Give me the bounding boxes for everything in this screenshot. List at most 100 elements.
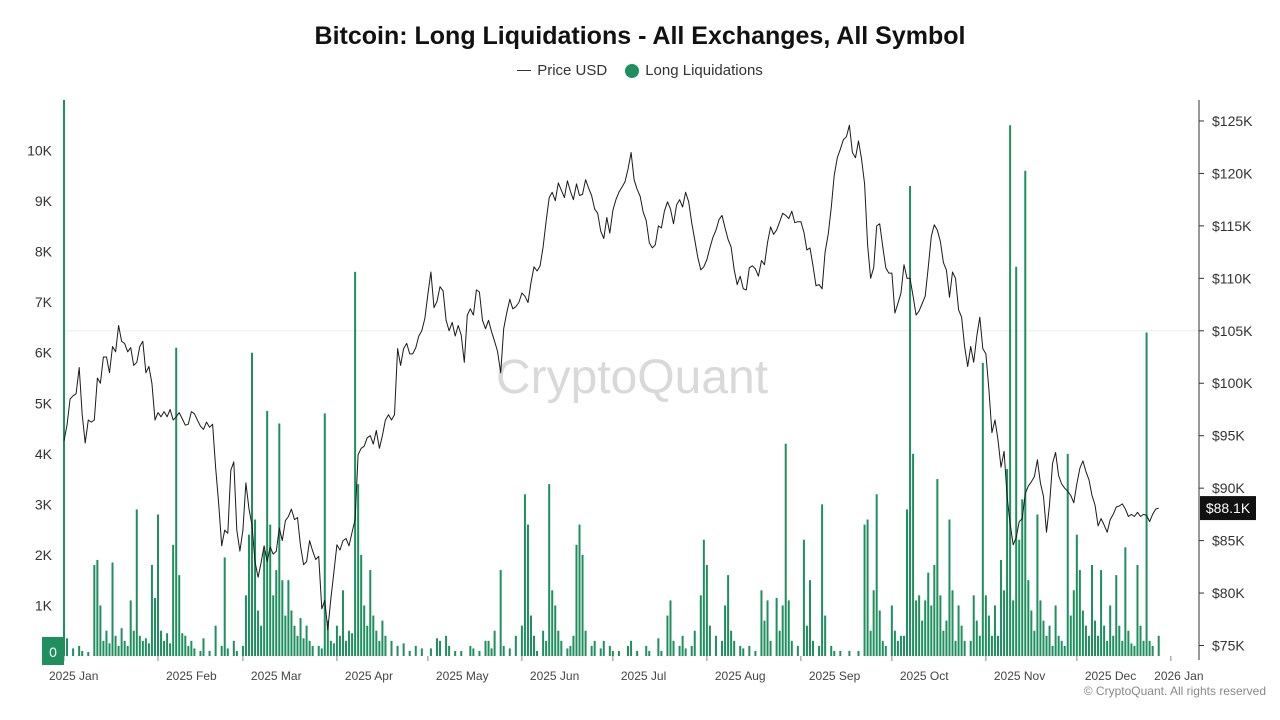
liquidation-bar[interactable] <box>169 643 172 656</box>
liquidation-bar[interactable] <box>942 630 945 656</box>
liquidation-bar[interactable] <box>1012 600 1015 656</box>
liquidation-bar[interactable] <box>332 643 335 656</box>
liquidation-bar[interactable] <box>281 580 284 656</box>
liquidation-bar[interactable] <box>351 633 354 656</box>
liquidation-bar[interactable] <box>144 638 147 656</box>
liquidation-bar[interactable] <box>978 635 981 656</box>
liquidation-bar[interactable] <box>611 650 614 656</box>
liquidation-bar[interactable] <box>326 620 329 656</box>
liquidation-bar[interactable] <box>360 554 363 656</box>
liquidation-bar[interactable] <box>257 610 260 656</box>
liquidation-bar[interactable] <box>305 625 308 656</box>
liquidation-bar[interactable] <box>945 620 948 656</box>
liquidation-bar[interactable] <box>293 625 296 656</box>
liquidation-bar[interactable] <box>545 640 548 656</box>
liquidation-bar[interactable] <box>996 635 999 656</box>
liquidation-bar[interactable] <box>1018 539 1021 656</box>
liquidation-bar[interactable] <box>284 615 287 656</box>
liquidation-bar[interactable] <box>1051 645 1054 656</box>
liquidation-bar[interactable] <box>878 610 881 656</box>
liquidation-bar[interactable] <box>193 648 196 656</box>
liquidation-bar[interactable] <box>948 519 951 656</box>
liquidation-bar[interactable] <box>702 539 705 656</box>
liquidation-bar[interactable] <box>520 625 523 656</box>
liquidation-bar[interactable] <box>308 640 311 656</box>
liquidation-bar[interactable] <box>526 524 529 656</box>
liquidation-bar[interactable] <box>1103 625 1106 656</box>
liquidation-bar[interactable] <box>645 645 648 656</box>
liquidation-bar[interactable] <box>906 509 909 656</box>
liquidation-bar[interactable] <box>1006 468 1009 656</box>
liquidation-bar[interactable] <box>1066 453 1069 656</box>
liquidation-bar[interactable] <box>323 413 326 656</box>
liquidation-bar[interactable] <box>954 640 957 656</box>
liquidation-bar[interactable] <box>1157 635 1160 656</box>
liquidation-bar[interactable] <box>1048 625 1051 656</box>
liquidation-bar[interactable] <box>666 615 669 656</box>
liquidation-bar[interactable] <box>529 615 532 656</box>
liquidation-bar[interactable] <box>912 453 915 656</box>
liquidation-bar[interactable] <box>705 565 708 656</box>
liquidation-bar[interactable] <box>672 640 675 656</box>
liquidation-bar[interactable] <box>272 595 275 656</box>
liquidation-bar[interactable] <box>153 597 156 656</box>
liquidation-bar[interactable] <box>1145 332 1148 656</box>
liquidation-bar[interactable] <box>975 620 978 656</box>
liquidation-bar[interactable] <box>863 524 866 656</box>
liquidation-bar[interactable] <box>1139 625 1142 656</box>
liquidation-bar[interactable] <box>102 640 105 656</box>
liquidation-bar[interactable] <box>669 600 672 656</box>
liquidation-bar[interactable] <box>1106 640 1109 656</box>
liquidation-bar[interactable] <box>472 648 475 656</box>
liquidation-bar[interactable] <box>1133 645 1136 656</box>
liquidation-bar[interactable] <box>448 645 451 656</box>
liquidation-bar[interactable] <box>660 650 663 656</box>
liquidation-bar[interactable] <box>78 645 81 656</box>
liquidation-bar[interactable] <box>866 519 869 656</box>
liquidation-bar[interactable] <box>187 645 190 656</box>
liquidation-bar[interactable] <box>114 635 117 656</box>
liquidation-bar[interactable] <box>487 640 490 656</box>
liquidation-bar[interactable] <box>918 595 921 656</box>
liquidation-bar[interactable] <box>484 640 487 656</box>
liquidation-bar[interactable] <box>208 650 211 656</box>
liquidation-bar[interactable] <box>93 565 96 656</box>
liquidation-bar[interactable] <box>884 645 887 656</box>
liquidation-bar[interactable] <box>1081 610 1084 656</box>
liquidation-bar[interactable] <box>763 620 766 656</box>
liquidation-bar[interactable] <box>939 595 942 656</box>
liquidation-bar[interactable] <box>1109 605 1112 656</box>
liquidation-bar[interactable] <box>445 635 448 656</box>
liquidation-bar[interactable] <box>1124 547 1127 656</box>
liquidation-bar[interactable] <box>469 645 472 656</box>
liquidation-bar[interactable] <box>930 605 933 656</box>
liquidation-bar[interactable] <box>548 484 551 656</box>
liquidation-bar[interactable] <box>184 635 187 656</box>
liquidation-bar[interactable] <box>721 640 724 656</box>
liquidation-bar[interactable] <box>1078 570 1081 656</box>
liquidation-bar[interactable] <box>172 544 175 656</box>
liquidation-bar[interactable] <box>175 347 178 656</box>
liquidation-bar[interactable] <box>1054 605 1057 656</box>
liquidation-bar[interactable] <box>254 519 257 656</box>
liquidation-bar[interactable] <box>408 650 411 656</box>
liquidation-bar[interactable] <box>311 645 314 656</box>
liquidation-bar[interactable] <box>987 615 990 656</box>
liquidation-bar[interactable] <box>802 539 805 656</box>
liquidation-bar[interactable] <box>1033 630 1036 656</box>
liquidation-bar[interactable] <box>1003 590 1006 656</box>
liquidation-bar[interactable] <box>493 630 496 656</box>
liquidation-bar[interactable] <box>699 595 702 656</box>
liquidation-bar[interactable] <box>372 615 375 656</box>
liquidation-bar[interactable] <box>909 185 912 656</box>
liquidation-bar[interactable] <box>1136 565 1139 656</box>
liquidation-bar[interactable] <box>429 648 432 656</box>
liquidation-bar[interactable] <box>1057 635 1060 656</box>
liquidation-bar[interactable] <box>972 595 975 656</box>
liquidation-bar[interactable] <box>1036 514 1039 656</box>
liquidation-bar[interactable] <box>1063 645 1066 656</box>
liquidation-bar[interactable] <box>1027 580 1030 656</box>
liquidation-bar[interactable] <box>1015 266 1018 656</box>
liquidation-bar[interactable] <box>708 625 711 656</box>
liquidation-bar[interactable] <box>72 648 75 656</box>
